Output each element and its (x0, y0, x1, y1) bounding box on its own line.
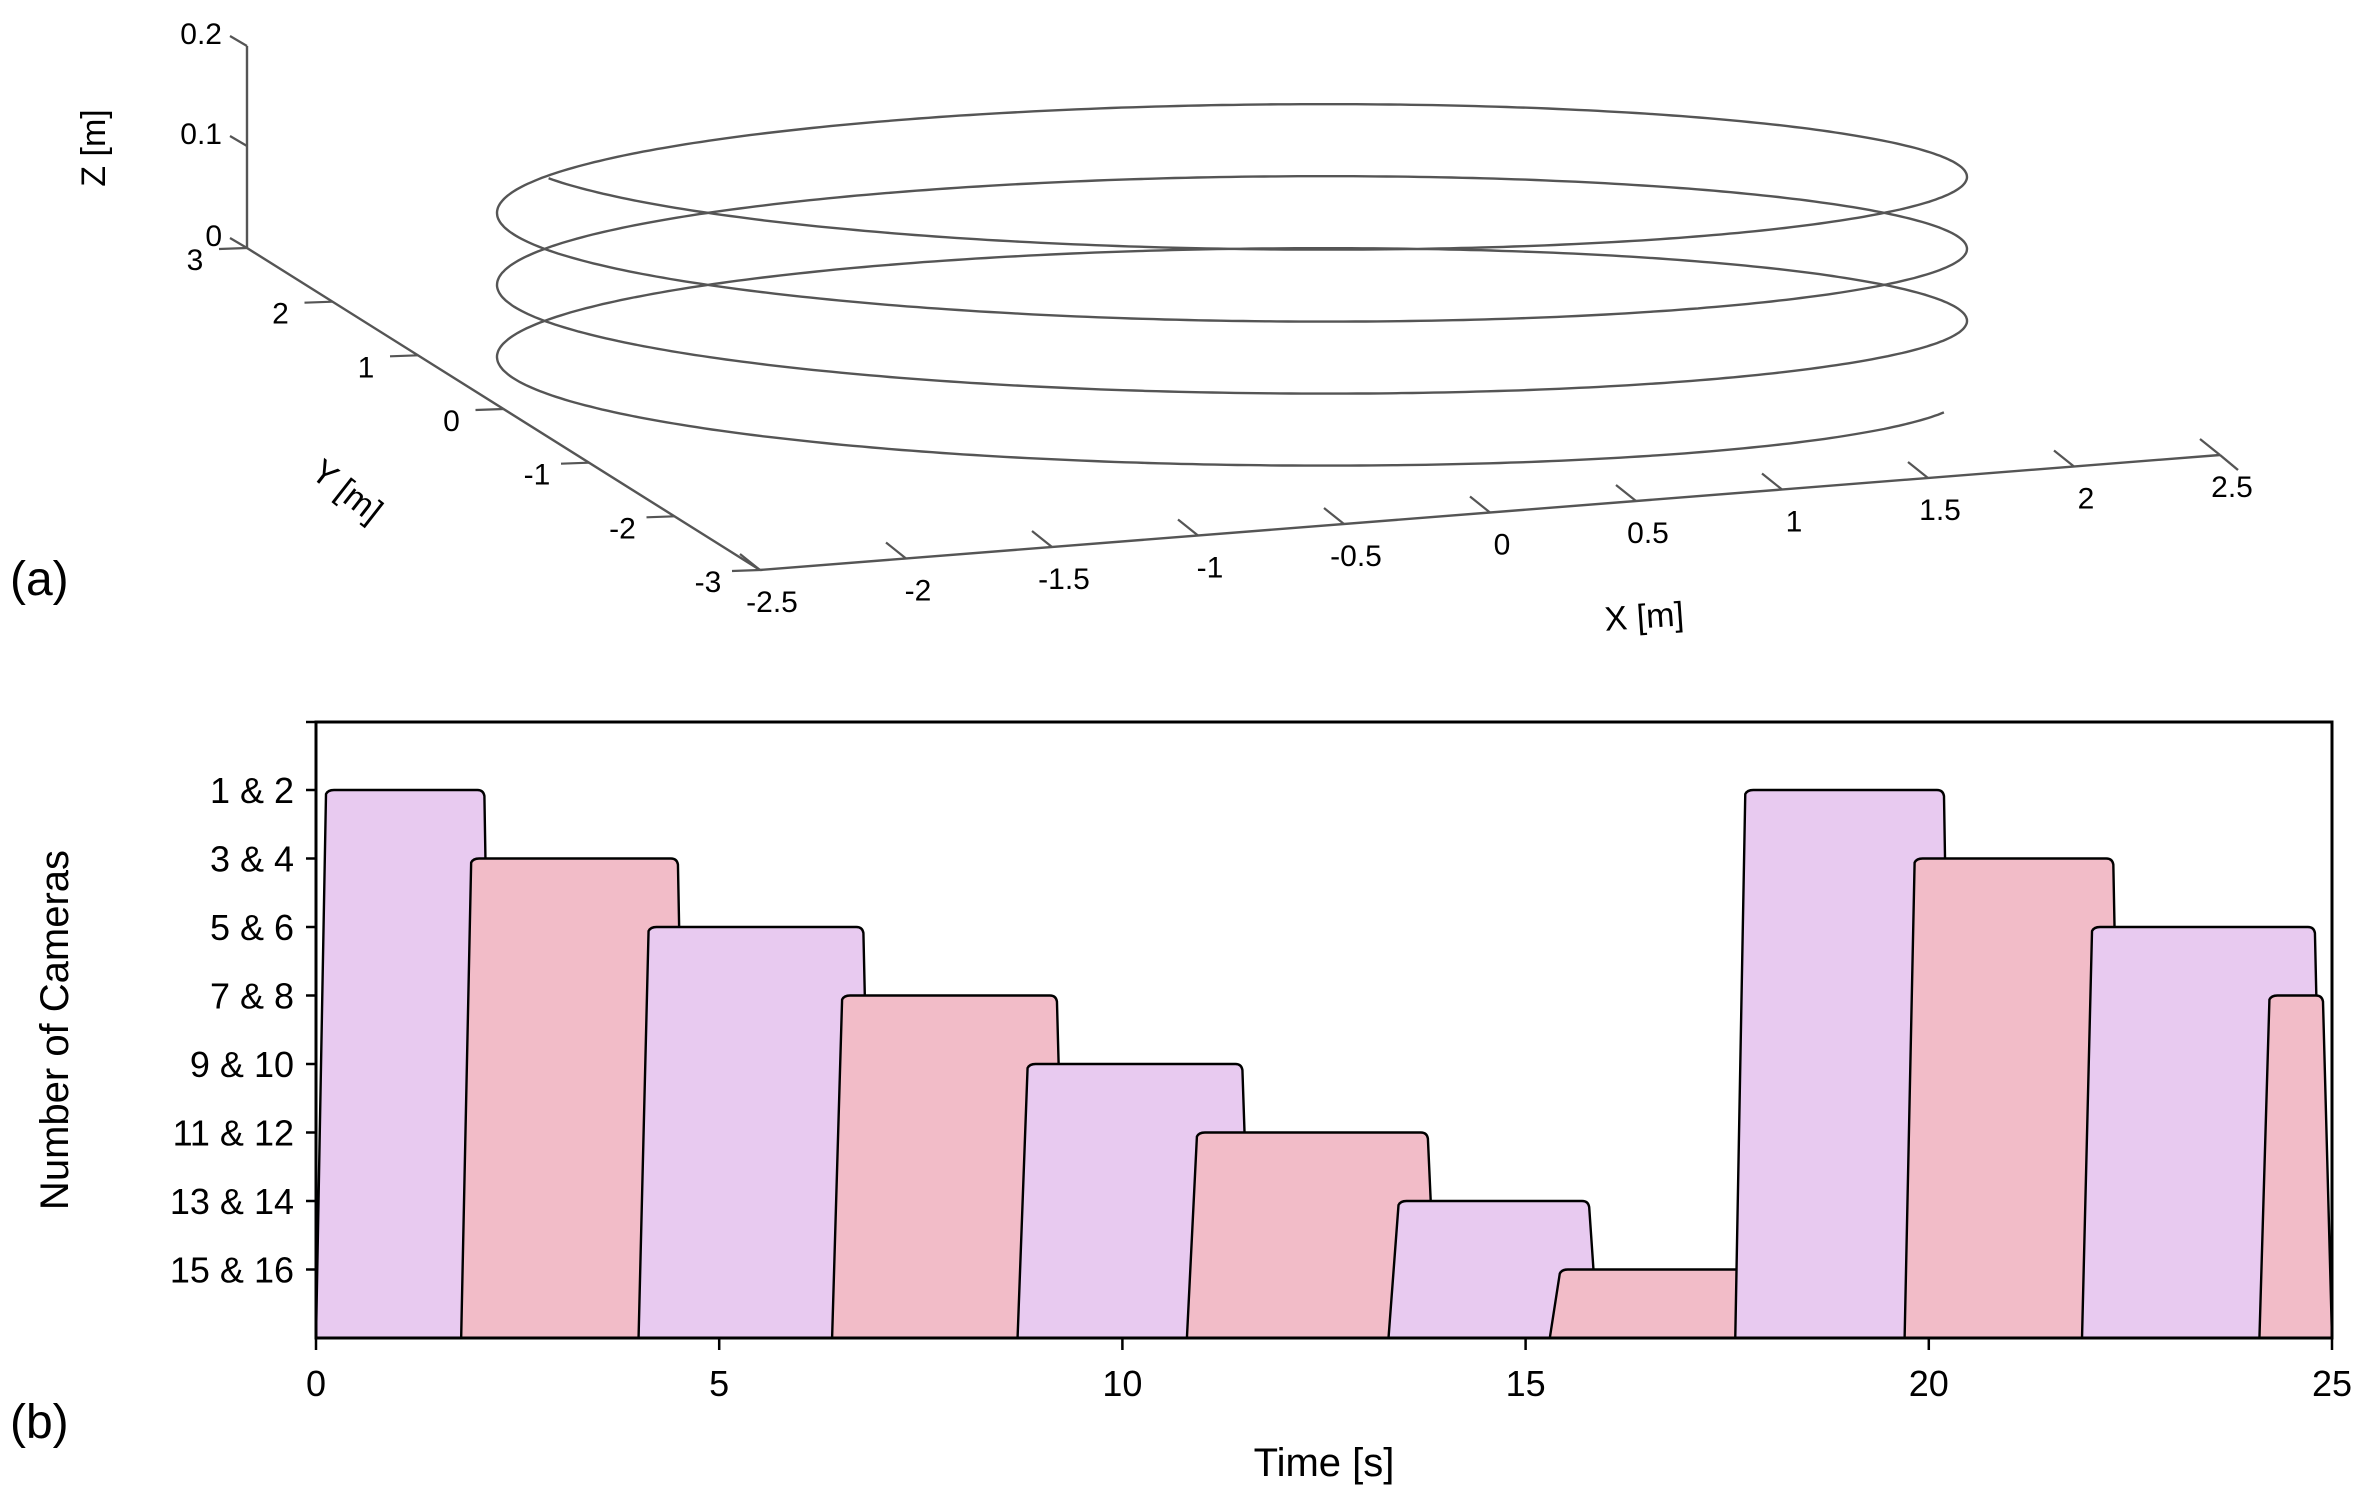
category-tick-label: 9 & 10 (190, 1044, 294, 1085)
category-tick-label: 5 & 6 (210, 907, 294, 948)
camera-segment (830, 994, 1068, 1340)
y-tick-mark (560, 461, 590, 465)
x-tick-mark (1907, 461, 1929, 479)
z-tick-mark (229, 237, 248, 249)
z-tick-label: 0.1 (180, 118, 222, 151)
y-tick-mark (731, 568, 761, 573)
y-tick-label: 1 (358, 351, 375, 384)
x-tick-label: -1 (1197, 552, 1224, 585)
y-tick-label: 3 (187, 244, 204, 277)
x-tick-mark (1177, 518, 1199, 537)
x-tick-label: 1 (1786, 506, 1803, 539)
y-axis-title: Number of Cameras (33, 850, 77, 1210)
category-tick-label: 11 & 12 (173, 1113, 294, 1154)
y-tick-label: 0 (443, 405, 460, 438)
time-ticks: 0 5 10 15 20 25 (306, 1338, 2352, 1404)
x-tick-label: 0.5 (1627, 517, 1669, 550)
x-axis-end-cap (2219, 454, 2239, 471)
panel-b-camera-timeline: (b) 1 & 2 3 & 4 5 & 6 7 & 8 9 & 10 11 & 12 13 … (10, 720, 2352, 1485)
z-tick-mark (229, 135, 248, 147)
panel-a-label: (a) (10, 553, 69, 606)
time-tick-label: 0 (306, 1363, 326, 1404)
camera-segment (1734, 788, 1955, 1340)
time-tick-label: 15 (1506, 1363, 1546, 1404)
x-tick-label: -1.5 (1038, 563, 1090, 596)
plot-frame (314, 720, 2334, 1340)
camera-segment (637, 925, 874, 1340)
camera-segment (314, 788, 495, 1340)
x-tick-mark (2199, 438, 2221, 456)
y-axis-ticks: 3 2 1 0 -1 -2 -3 (187, 244, 761, 599)
category-tick-label: 13 & 14 (170, 1181, 294, 1222)
x-tick-mark (2053, 449, 2075, 468)
y-tick-mark (218, 246, 248, 251)
category-ticks: 1 & 2 3 & 4 5 & 6 7 & 8 9 & 10 11 & 12 13 & 14… (170, 720, 316, 1291)
y-tick-label: -3 (695, 566, 722, 599)
x-tick-label: 1.5 (1919, 494, 1961, 527)
category-tick-label: 7 & 8 (210, 976, 294, 1017)
x-tick-label: 2 (2078, 483, 2095, 516)
y-tick-mark (304, 300, 333, 304)
y-tick-mark (389, 354, 419, 358)
x-tick-mark (739, 553, 761, 571)
category-tick-label: 1 & 2 (210, 770, 294, 811)
camera-segment (1903, 857, 2124, 1340)
z-axis-label: Z [m] (75, 109, 113, 186)
x-tick-label: 0 (1494, 529, 1511, 562)
time-tick-label: 5 (709, 1363, 729, 1404)
y-tick-mark (646, 515, 675, 519)
helix-trajectory-line (495, 103, 1969, 467)
x-axis-title: Time [s] (1254, 1441, 1395, 1485)
panel-b-label: (b) (10, 1396, 69, 1449)
x-tick-mark (1761, 472, 1783, 491)
camera-segment (1387, 1199, 1600, 1340)
category-tick-label: 3 & 4 (210, 839, 294, 880)
z-tick-label: 0.2 (180, 18, 222, 51)
z-axis-ticks: 0.2 0.1 0 (180, 18, 248, 253)
x-tick-mark (1031, 530, 1053, 548)
category-tick-label: 15 & 16 (170, 1250, 294, 1291)
x-tick-mark (1615, 484, 1637, 502)
time-tick-label: 20 (1909, 1363, 1949, 1404)
z-tick-mark (229, 35, 248, 47)
x-axis-ticks: -2.5 -2 -1.5 -1 -0.5 0 0.5 1 1.5 2 2.5 (739, 438, 2253, 619)
camera-segment (1185, 1131, 1439, 1340)
y-tick-label: -2 (609, 512, 636, 545)
camera-segment (2258, 994, 2334, 1340)
x-axis-label: X [m] (1603, 595, 1685, 638)
x-tick-label: 2.5 (2211, 471, 2253, 504)
y-tick-mark (475, 407, 504, 412)
x-tick-label: -2 (905, 575, 932, 608)
y-axis-label: Y [m] (304, 452, 389, 530)
time-tick-label: 25 (2312, 1363, 2352, 1404)
x-tick-mark (1323, 507, 1345, 525)
y-tick-label: -1 (524, 459, 551, 492)
x-tick-mark (885, 541, 907, 560)
x-tick-mark (1469, 495, 1491, 514)
camera-segments (314, 788, 2334, 1340)
camera-segment (459, 857, 689, 1340)
x-tick-label: -0.5 (1330, 540, 1382, 573)
x-tick-label: -2.5 (746, 586, 798, 619)
time-tick-label: 10 (1102, 1363, 1142, 1404)
y-tick-label: 2 (272, 298, 289, 331)
z-tick-label: 0 (205, 220, 222, 253)
